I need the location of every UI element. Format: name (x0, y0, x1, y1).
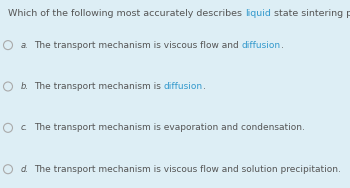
Text: d.: d. (21, 165, 29, 174)
Text: The transport mechanism is evaporation and condensation.: The transport mechanism is evaporation a… (34, 123, 305, 132)
Text: .: . (203, 82, 206, 91)
Text: diffusion: diffusion (164, 82, 203, 91)
Text: Which of the following most accurately describes: Which of the following most accurately d… (8, 9, 245, 18)
Text: diffusion: diffusion (241, 41, 281, 50)
Text: The transport mechanism is viscous flow and solution precipitation.: The transport mechanism is viscous flow … (34, 165, 341, 174)
Text: The transport mechanism is: The transport mechanism is (34, 82, 164, 91)
Text: a.: a. (21, 41, 29, 50)
Text: liquid: liquid (245, 9, 271, 18)
Text: state sintering processes?: state sintering processes? (271, 9, 350, 18)
Text: The transport mechanism is viscous flow and: The transport mechanism is viscous flow … (34, 41, 242, 50)
Text: b.: b. (21, 82, 29, 91)
Text: .: . (281, 41, 284, 50)
Text: c.: c. (21, 123, 28, 132)
